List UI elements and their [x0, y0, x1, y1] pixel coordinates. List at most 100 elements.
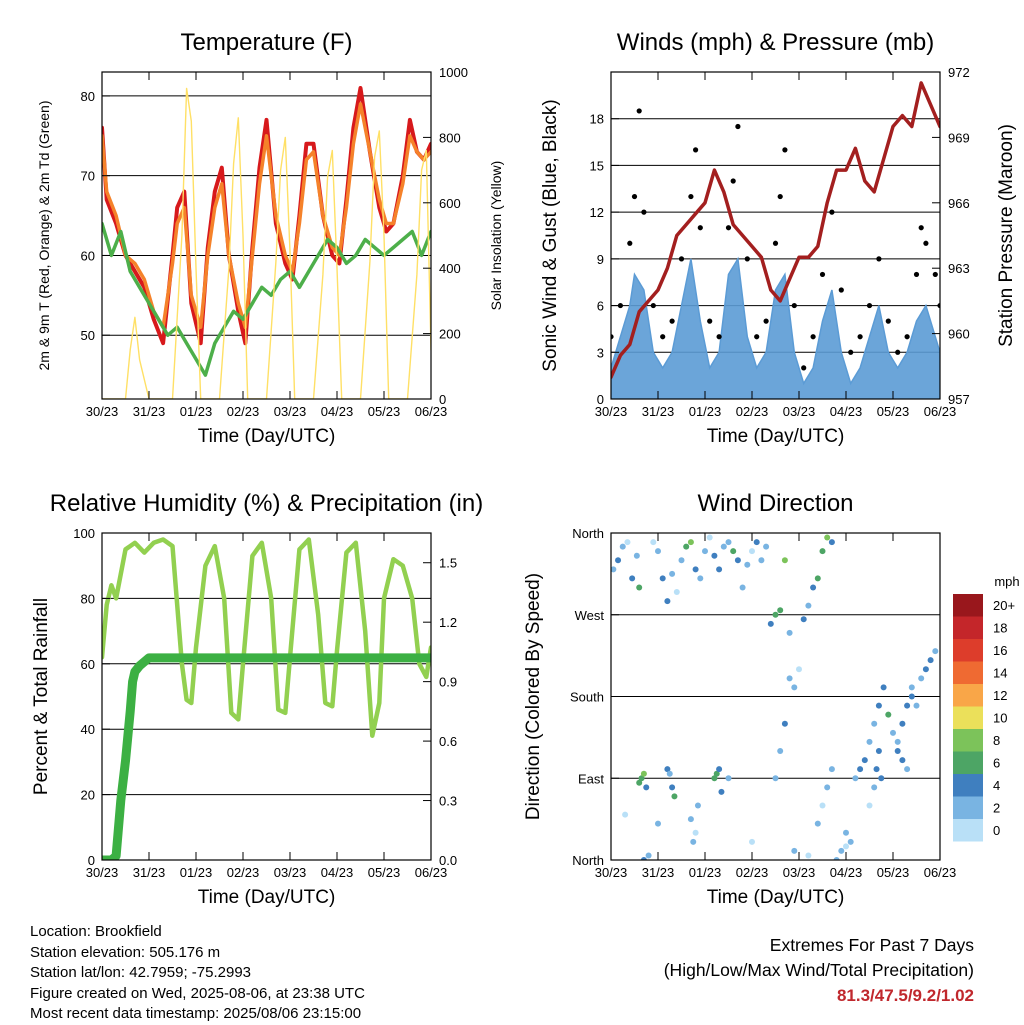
colorbar-swatch — [953, 774, 983, 797]
direction-points — [611, 534, 939, 860]
direction-point — [725, 775, 732, 782]
direction-point — [857, 766, 864, 773]
y2-axis-label: Station Pressure (Maroon) — [996, 124, 1017, 347]
direction-point — [758, 557, 765, 564]
speed-colorbar: mph 20+ 18 16 14 12 10 8 6 4 2 0 — [953, 574, 1020, 842]
gust-point — [819, 271, 826, 278]
gust-point — [617, 302, 624, 309]
direction-point — [932, 648, 939, 655]
direction-point — [791, 847, 798, 854]
direction-point — [706, 534, 713, 541]
x-tick-label: 03/23 — [274, 865, 307, 880]
direction-point — [753, 539, 760, 546]
y-tick-label: 18 — [590, 112, 604, 127]
gust-point — [857, 334, 863, 340]
direction-point — [687, 816, 694, 823]
gust-point — [904, 334, 910, 340]
plot-frame — [101, 532, 432, 861]
direction-point — [638, 775, 645, 782]
x-tick-label: 04/23 — [830, 404, 863, 419]
plot-frame — [101, 71, 432, 400]
direction-point — [908, 684, 915, 691]
x-tick-label: 30/23 — [595, 865, 628, 880]
colorbar-level-label: 4 — [993, 778, 1000, 793]
panel-title: Winds (mph) & Pressure (mb) — [617, 29, 934, 56]
y-axis-label: Percent & Total Rainfall — [31, 598, 52, 795]
direction-point — [716, 566, 723, 573]
y2-tick-label: 0 — [439, 392, 446, 407]
direction-point — [904, 702, 911, 709]
x-axis-label: Time (Day/UTC) — [198, 426, 336, 447]
direction-point — [786, 675, 793, 682]
temperature-panel: 30/23 31/23 01/23 02/23 03/23 04/23 05/23 06/23… — [36, 29, 504, 447]
direction-point — [692, 829, 699, 836]
plot-frame — [610, 71, 941, 400]
plot-area — [611, 81, 940, 399]
direction-point — [899, 720, 906, 727]
gust-point — [707, 318, 713, 324]
gust-point — [801, 365, 807, 371]
y-tick-label: West — [575, 608, 605, 623]
gust-point — [913, 271, 920, 278]
x-tick-label: 04/23 — [830, 865, 863, 880]
direction-point — [866, 738, 873, 745]
colorbar-level-label: 18 — [993, 621, 1007, 636]
humidity-precip-panel: 30/23 31/23 01/23 02/23 03/23 04/23 05/23 06/23… — [31, 490, 483, 908]
colorbar-label: mph — [994, 574, 1019, 589]
gust-point — [631, 193, 638, 200]
direction-point — [744, 561, 751, 568]
series-dewpoint — [102, 221, 431, 377]
gust-point — [735, 123, 741, 130]
colorbar-swatch — [953, 661, 983, 684]
direction-point — [687, 539, 694, 546]
direction-point — [819, 548, 826, 555]
direction-point — [749, 838, 755, 845]
x-tick-label: 02/23 — [736, 404, 769, 419]
x-tick-label: 05/23 — [368, 865, 401, 880]
x-tick-label: 31/23 — [642, 865, 675, 880]
direction-point — [904, 766, 911, 773]
gust-point — [650, 302, 656, 309]
gust-point — [838, 287, 844, 293]
x-tick-label: 01/23 — [180, 404, 213, 419]
direction-point — [814, 820, 821, 827]
colorbar-swatch — [953, 706, 983, 729]
direction-point — [669, 570, 676, 577]
direction-point — [885, 711, 892, 718]
plot-area — [102, 86, 431, 399]
direction-point — [725, 539, 732, 546]
direction-point — [805, 602, 812, 609]
y-tick-label: North — [572, 526, 604, 541]
y2-tick-label: 800 — [439, 130, 461, 145]
winds-pressure-panel: 30/23 31/23 01/23 02/23 03/23 04/23 05/23 06/23… — [540, 29, 1017, 447]
direction-point — [824, 534, 831, 541]
series-temp2m — [102, 86, 431, 346]
direction-point — [890, 729, 896, 736]
direction-point — [739, 584, 746, 591]
direction-point — [734, 557, 741, 564]
x-tick-label: 05/23 — [877, 404, 910, 419]
series-pressure — [611, 81, 940, 379]
direction-point — [683, 543, 690, 550]
direction-point — [847, 838, 854, 845]
direction-point — [624, 539, 631, 546]
y2-tick-label: 600 — [439, 196, 461, 211]
y-tick-label: 80 — [81, 89, 95, 104]
direction-point — [640, 857, 647, 860]
direction-point — [713, 770, 720, 777]
direction-point — [619, 543, 626, 550]
y2-tick-label: 960 — [948, 327, 970, 342]
y-tick-label: 15 — [590, 158, 604, 173]
gust-point — [611, 334, 614, 340]
direction-point — [908, 693, 915, 700]
x-tick-label: 03/23 — [783, 404, 816, 419]
direction-point — [810, 584, 817, 591]
direction-point — [611, 566, 617, 573]
gust-point — [660, 334, 666, 340]
direction-point — [875, 702, 882, 709]
direction-point — [866, 802, 873, 809]
x-tick-label: 02/23 — [227, 865, 260, 880]
gust-point — [791, 302, 797, 309]
gust-point — [782, 147, 788, 153]
x-tick-label: 04/23 — [321, 404, 354, 419]
